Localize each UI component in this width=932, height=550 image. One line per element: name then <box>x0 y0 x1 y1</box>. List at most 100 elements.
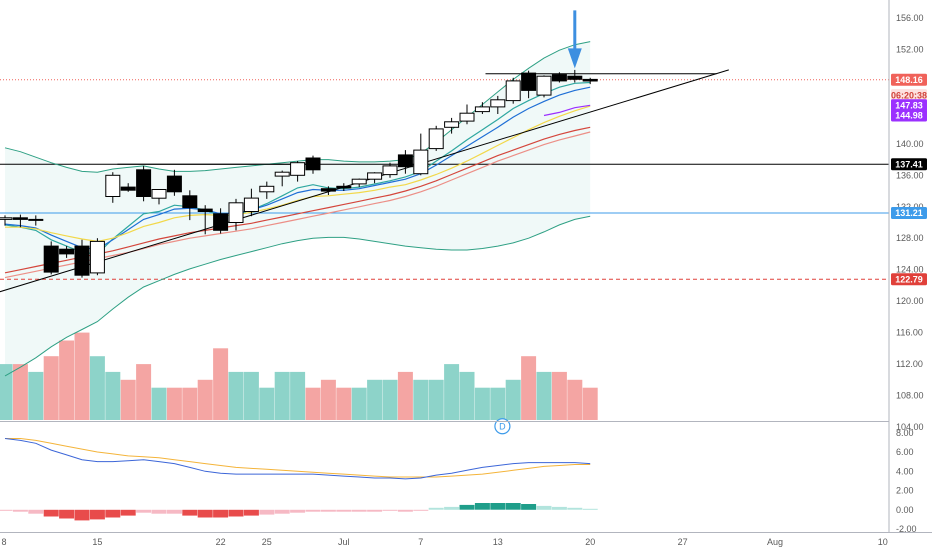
candle[interactable] <box>490 95 506 114</box>
candle[interactable] <box>151 189 167 205</box>
macd-histogram-bar <box>367 509 383 512</box>
price-tag-background <box>891 99 927 112</box>
price-tag[interactable]: 144.98 <box>891 109 927 122</box>
candle[interactable] <box>28 215 44 226</box>
indicator-tick-label: 2.00 <box>896 486 914 496</box>
candle[interactable] <box>567 69 583 83</box>
candle[interactable] <box>521 70 537 99</box>
candle[interactable] <box>182 190 198 221</box>
macd-histogram-bar <box>120 509 136 516</box>
volume-bar <box>505 379 521 420</box>
candle[interactable] <box>120 183 136 192</box>
macd-histogram-bar <box>490 503 506 510</box>
candle-body <box>136 169 152 198</box>
candle[interactable] <box>74 239 90 278</box>
volume-bar <box>336 387 352 420</box>
candle[interactable] <box>336 183 352 191</box>
macd-histogram-bar <box>136 509 152 513</box>
candle[interactable] <box>59 246 75 258</box>
dividend-badge[interactable]: D <box>494 418 511 435</box>
candle[interactable] <box>367 172 383 184</box>
price-tag[interactable]: 147.83 <box>891 99 927 112</box>
candle[interactable] <box>351 178 367 188</box>
candle[interactable] <box>320 186 336 195</box>
macd-histogram-bar <box>320 509 336 512</box>
macd-histogram-bar <box>474 503 490 510</box>
candle[interactable] <box>213 208 229 234</box>
volume-bar <box>166 387 182 420</box>
time-tick-label: 8 <box>1 537 6 547</box>
macd-histogram-bar <box>43 509 59 517</box>
candle[interactable] <box>136 165 152 202</box>
price-tag[interactable]: 137.41 <box>891 158 927 171</box>
candle-body <box>105 174 121 198</box>
macd-histogram-bar <box>228 509 244 517</box>
volume-bar <box>274 371 290 420</box>
indicator-tick-label: 8.00 <box>896 428 914 438</box>
candle[interactable] <box>459 104 475 125</box>
volume-bar <box>151 387 167 420</box>
macd-signal-line[interactable] <box>5 438 591 478</box>
candle[interactable] <box>12 214 28 228</box>
price-tick-label: 112.00 <box>896 359 923 369</box>
candle[interactable] <box>274 170 290 187</box>
bollinger-lower-line[interactable] <box>4 215 591 377</box>
price-tag[interactable]: 131.21 <box>891 207 927 219</box>
volume-bar <box>490 387 506 420</box>
candle[interactable] <box>397 150 413 174</box>
candle[interactable] <box>259 181 275 199</box>
price-tick-label: 116.00 <box>896 328 923 338</box>
time-tick-label: 7 <box>418 537 423 547</box>
volume-bar <box>28 371 44 420</box>
moving-average-line-3[interactable] <box>543 104 591 117</box>
candle[interactable] <box>89 238 105 276</box>
macd-histogram-bar <box>305 509 321 512</box>
down-arrow-icon[interactable] <box>567 10 582 69</box>
candle-body <box>551 74 567 82</box>
candle[interactable] <box>536 75 552 98</box>
price-tag-background <box>891 73 927 86</box>
candle-body <box>428 128 444 150</box>
candle[interactable] <box>305 155 321 174</box>
candle-body <box>320 188 336 192</box>
candle[interactable] <box>290 161 306 182</box>
price-tag[interactable]: 06:20:38 <box>891 89 927 102</box>
candle[interactable] <box>43 241 59 275</box>
candle[interactable] <box>428 125 444 151</box>
macd-histogram-bar <box>243 509 259 516</box>
volume-bar <box>551 371 567 420</box>
candle[interactable] <box>551 72 567 83</box>
price-tag-label: 06:20:38 <box>891 90 927 100</box>
candle[interactable] <box>444 117 460 134</box>
candle[interactable] <box>105 172 121 203</box>
price-tick-label: 152.00 <box>896 45 924 55</box>
macd-histogram-bar <box>536 505 552 510</box>
candle[interactable] <box>413 133 429 176</box>
macd-histogram-bar <box>151 509 167 514</box>
candle-body <box>536 75 552 96</box>
candle[interactable] <box>382 162 398 178</box>
time-tick-label: 22 <box>216 537 226 547</box>
candle[interactable] <box>228 198 244 231</box>
candle[interactable] <box>582 77 598 85</box>
price-tag[interactable]: 148.16 <box>891 73 927 86</box>
volume-bar <box>382 379 398 420</box>
candle[interactable] <box>197 205 213 235</box>
candle[interactable] <box>474 102 490 114</box>
volume-bar <box>0 364 13 420</box>
candle[interactable] <box>0 215 13 226</box>
moving-average-line-2[interactable] <box>5 105 591 243</box>
candle-body <box>28 218 44 221</box>
macd-histogram-bar <box>259 509 275 515</box>
volume-bar <box>243 371 259 420</box>
candle[interactable] <box>243 188 259 217</box>
candle[interactable] <box>505 77 521 104</box>
macd-line[interactable] <box>4 438 591 480</box>
time-tick-label: 10 <box>878 537 888 547</box>
price-tag[interactable]: 122.79 <box>891 273 927 286</box>
volume-bar <box>259 387 275 420</box>
candle-body <box>367 172 383 180</box>
candle[interactable] <box>166 169 182 196</box>
time-tick-label: 13 <box>493 537 503 547</box>
